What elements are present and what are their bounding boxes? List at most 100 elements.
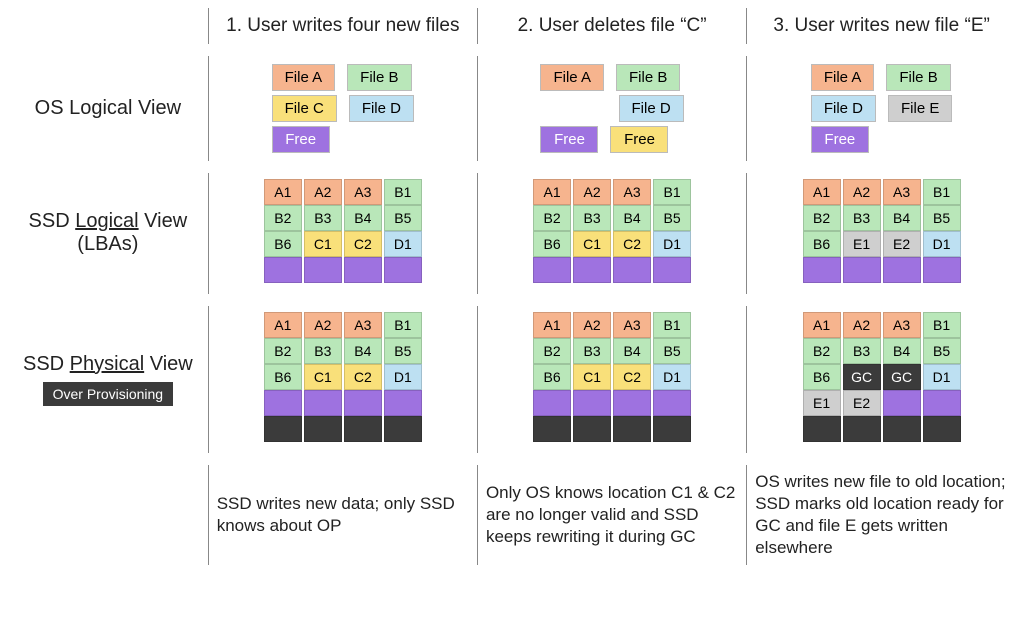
block-cell	[923, 257, 961, 283]
file-box: Free	[272, 126, 330, 153]
block-cell	[923, 416, 961, 442]
block-cell: B1	[923, 179, 961, 205]
block-cell	[573, 390, 611, 416]
block-cell: E1	[843, 231, 881, 257]
block-cell: B3	[304, 205, 342, 231]
ssdL-step2: A1A2A3B1B2B3B4B5B6C1C2D1	[477, 173, 746, 294]
ssdL-step3: A1A2A3B1B2B3B4B5B6E1E2D1	[747, 173, 1016, 294]
file-box: Free	[610, 126, 668, 153]
block-cell: E2	[883, 231, 921, 257]
block-cell	[304, 257, 342, 283]
block-cell: E1	[803, 390, 841, 416]
file-box: File D	[349, 95, 414, 122]
ssdL-step1: A1A2A3B1B2B3B4B5B6C1C2D1	[208, 173, 477, 294]
block-cell	[803, 257, 841, 283]
block-cell: A1	[533, 312, 571, 338]
file-box: File B	[347, 64, 411, 91]
block-cell: D1	[923, 231, 961, 257]
block-cell	[533, 257, 571, 283]
block-cell: B2	[264, 205, 302, 231]
block-cell: C2	[344, 231, 382, 257]
block-cell	[653, 390, 691, 416]
step3-title: 3. User writes new file “E”	[747, 8, 1016, 44]
block-cell: B4	[344, 205, 382, 231]
block-cell: A1	[803, 179, 841, 205]
block-cell: B2	[803, 338, 841, 364]
step2-title: 2. User deletes file “C”	[477, 8, 746, 44]
block-cell	[883, 257, 921, 283]
block-cell	[923, 390, 961, 416]
block-cell	[803, 416, 841, 442]
block-cell: A1	[533, 179, 571, 205]
block-cell: D1	[923, 364, 961, 390]
block-cell: B4	[883, 338, 921, 364]
file-box: Free	[811, 126, 869, 153]
row-ssd-physical-label: SSD Physical View Over Provisioning	[8, 306, 208, 453]
block-cell: D1	[384, 364, 422, 390]
block-cell: A2	[843, 179, 881, 205]
block-cell: B4	[883, 205, 921, 231]
block-cell: B5	[923, 338, 961, 364]
caption-step3: OS writes new file to old location; SSD …	[755, 471, 1008, 559]
block-cell: B6	[264, 364, 302, 390]
ssdP-step1: A1A2A3B1B2B3B4B5B6C1C2D1	[208, 306, 477, 453]
block-cell: E2	[843, 390, 881, 416]
block-cell: B2	[264, 338, 302, 364]
block-cell: B2	[803, 205, 841, 231]
block-cell: GC	[883, 364, 921, 390]
block-cell	[573, 416, 611, 442]
block-cell: A1	[264, 312, 302, 338]
block-cell: B2	[533, 205, 571, 231]
block-cell: B5	[384, 338, 422, 364]
block-cell	[843, 257, 881, 283]
block-cell	[344, 416, 382, 442]
block-cell: B6	[533, 231, 571, 257]
block-cell: B6	[803, 364, 841, 390]
block-cell: B1	[384, 312, 422, 338]
row-ssd-logical-label: SSD Logical View (LBAs)	[8, 173, 208, 294]
block-cell	[883, 416, 921, 442]
block-cell: B5	[384, 205, 422, 231]
block-cell: B2	[533, 338, 571, 364]
block-cell: A2	[573, 312, 611, 338]
block-cell	[883, 390, 921, 416]
block-cell: A2	[573, 179, 611, 205]
block-cell: B6	[264, 231, 302, 257]
block-cell: C2	[344, 364, 382, 390]
file-box: Free	[540, 126, 598, 153]
block-cell	[613, 416, 651, 442]
block-cell	[384, 416, 422, 442]
file-box: File D	[619, 95, 684, 122]
file-box: File C	[272, 95, 337, 122]
file-box: File D	[811, 95, 876, 122]
block-cell	[264, 390, 302, 416]
block-cell: B3	[843, 338, 881, 364]
block-cell: D1	[653, 364, 691, 390]
block-cell: B4	[344, 338, 382, 364]
block-cell	[304, 416, 342, 442]
block-cell: A3	[883, 179, 921, 205]
block-cell	[653, 416, 691, 442]
step1-title: 1. User writes four new files	[208, 8, 477, 44]
block-cell	[344, 257, 382, 283]
block-cell: A3	[344, 179, 382, 205]
block-cell: C1	[304, 231, 342, 257]
caption-step1: SSD writes new data; only SSD knows abou…	[217, 493, 469, 537]
block-cell: C1	[573, 364, 611, 390]
block-cell: B3	[304, 338, 342, 364]
block-cell: A3	[344, 312, 382, 338]
ssdP-step2: A1A2A3B1B2B3B4B5B6C1C2D1	[477, 306, 746, 453]
os-step2: File AFile BXXXXFile DFreeFree	[477, 56, 746, 161]
caption-step2: Only OS knows location C1 & C2 are no lo…	[486, 482, 738, 548]
file-box: File A	[811, 64, 875, 91]
block-cell: A3	[613, 312, 651, 338]
block-cell: A2	[304, 179, 342, 205]
block-cell	[613, 257, 651, 283]
block-cell: B5	[923, 205, 961, 231]
block-cell	[384, 257, 422, 283]
block-cell	[384, 390, 422, 416]
block-cell: B6	[803, 231, 841, 257]
block-cell: B5	[653, 338, 691, 364]
block-cell	[533, 416, 571, 442]
block-cell: D1	[384, 231, 422, 257]
